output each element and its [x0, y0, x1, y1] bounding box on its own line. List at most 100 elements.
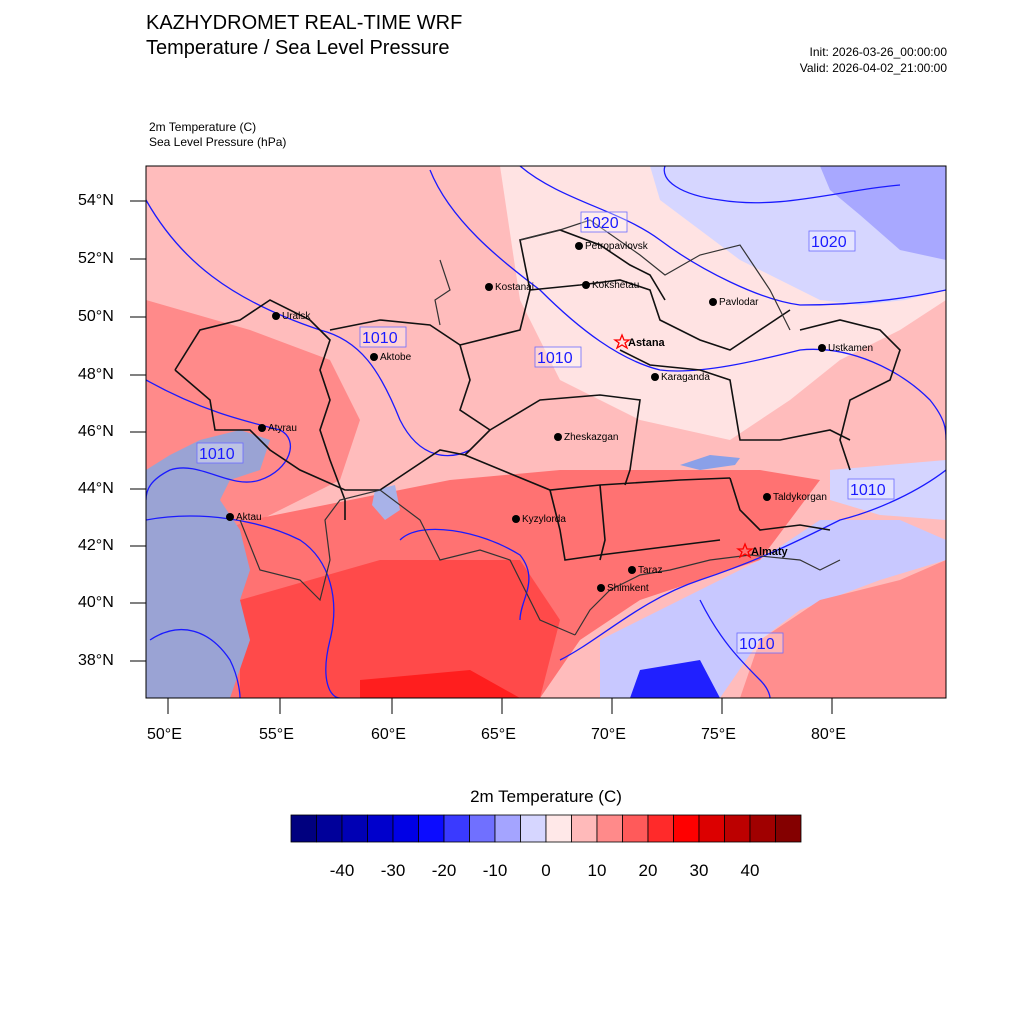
- city-karaganda[interactable]: Karaganda: [651, 372, 710, 383]
- colorbar-swatch: [520, 814, 547, 843]
- lon-label: 60°E: [371, 726, 406, 743]
- colorbar-swatch: [418, 814, 445, 843]
- colorbar-swatch: [392, 814, 419, 843]
- lat-label: 52°N: [78, 250, 114, 267]
- colorbar-title: 2m Temperature (C): [470, 787, 622, 806]
- colorbar-swatch: [622, 814, 649, 843]
- lon-label: 75°E: [701, 726, 736, 743]
- city-ustkamen[interactable]: Ustkamen: [818, 343, 873, 354]
- colorbar-swatch: [673, 814, 700, 843]
- lat-label: 42°N: [78, 537, 114, 554]
- colorbar-swatch: [341, 814, 368, 843]
- lon-label: 50°E: [147, 726, 182, 743]
- svg-text:1020: 1020: [583, 215, 619, 232]
- page-subtitle: Temperature / Sea Level Pressure: [146, 37, 450, 59]
- city-zheskazgan[interactable]: Zheskazgan: [554, 432, 618, 443]
- city-kostanai[interactable]: Kostanai: [485, 282, 534, 293]
- city-astana[interactable]: Astana: [613, 333, 666, 350]
- colorbar-swatch: [647, 814, 674, 843]
- lat-ticks: [130, 200, 146, 662]
- colorbar-swatch: [443, 814, 470, 843]
- isobar-label: 1020: [808, 230, 856, 252]
- temperature-field-mountains: [600, 520, 946, 698]
- isobar-line: [146, 199, 471, 457]
- city-label: Astana: [628, 337, 666, 349]
- city-shimkent[interactable]: Shimkent: [597, 583, 649, 594]
- city-label: Kokshetau: [592, 280, 639, 291]
- capital-star-icon: [736, 542, 754, 559]
- page-title: KAZHYDROMET REAL-TIME WRF: [146, 12, 463, 34]
- border-line: [529, 279, 791, 351]
- colorbar-label: -20: [431, 861, 457, 880]
- isobar-label: 1010: [847, 478, 895, 500]
- city-label: Almaty: [751, 546, 789, 558]
- temperature-field-warm-se: [740, 560, 946, 698]
- isobar-line: [146, 515, 341, 698]
- city-label: Ustkamen: [828, 343, 873, 354]
- city-petropavlovsk[interactable]: Petropavlovsk: [575, 241, 649, 252]
- city-label: Atyrau: [268, 423, 297, 434]
- temperature-field-mountain-cold: [630, 660, 720, 698]
- isobar-labels: 1020 1020 1010 1010 1010 1010: [196, 211, 895, 654]
- border-line: [519, 219, 791, 331]
- city-label: Kostanai: [495, 282, 534, 293]
- colorbar-swatch: [545, 814, 572, 843]
- border-line: [619, 349, 851, 441]
- lon-label: 80°E: [811, 726, 846, 743]
- city-taldykorgan[interactable]: Taldykorgan: [763, 492, 827, 503]
- valid-time: Valid: 2026-04-02_21:00:00: [799, 61, 947, 75]
- capital-star-icon: [613, 333, 631, 350]
- lat-label: 44°N: [78, 480, 114, 497]
- colorbar-swatch: [698, 814, 725, 843]
- city-markers: Petropavlovsk Kostanai Kokshetau Pavloda…: [226, 241, 873, 594]
- lat-label: 50°N: [78, 308, 114, 325]
- city-aktau[interactable]: Aktau: [226, 512, 262, 523]
- temperature-field-east-mountains: [830, 460, 946, 520]
- city-aktobe[interactable]: Aktobe: [370, 352, 412, 363]
- border-line: [489, 394, 641, 486]
- isobar-line: [146, 379, 291, 501]
- lat-label: 40°N: [78, 594, 114, 611]
- colorbar-label: -10: [482, 861, 508, 880]
- svg-text:1010: 1010: [739, 636, 775, 653]
- lat-label: 46°N: [78, 423, 114, 440]
- colorbar-swatch: [596, 814, 623, 843]
- city-pavlodar[interactable]: Pavlodar: [709, 297, 759, 308]
- country-borders: [239, 219, 841, 636]
- colorbar-label: 10: [587, 861, 607, 880]
- city-kyzylorda[interactable]: Kyzylorda: [512, 514, 566, 525]
- svg-text:1010: 1010: [537, 350, 573, 367]
- city-almaty[interactable]: Almaty: [736, 542, 789, 559]
- city-atyrau[interactable]: Atyrau: [258, 423, 297, 434]
- caspian-sea: [146, 430, 270, 698]
- svg-text:1010: 1010: [199, 446, 235, 463]
- lat-label: 48°N: [78, 366, 114, 383]
- colorbar-swatch: [316, 814, 343, 843]
- colorbar-label: 30: [689, 861, 709, 880]
- svg-text:1010: 1010: [850, 482, 886, 499]
- colorbar-label: -40: [329, 861, 355, 880]
- colorbar-swatch: [775, 814, 802, 843]
- oblast-borders: [174, 229, 901, 561]
- city-label: Aktau: [236, 512, 262, 523]
- border-line: [599, 484, 606, 561]
- isobar-label: 1010: [736, 632, 784, 654]
- colorbar-label: 20: [638, 861, 658, 880]
- city-kokshetau[interactable]: Kokshetau: [582, 280, 639, 291]
- colorbar-label: 40: [740, 861, 760, 880]
- city-label: Pavlodar: [719, 297, 759, 308]
- map-area: Petropavlovsk Kostanai Kokshetau Pavloda…: [146, 166, 946, 698]
- colorbar-swatch: [494, 814, 521, 843]
- svg-text:1010: 1010: [362, 330, 398, 347]
- lon-label: 55°E: [259, 726, 294, 743]
- city-taraz[interactable]: Taraz: [628, 565, 662, 576]
- isobar-line: [519, 166, 946, 306]
- city-label: Taraz: [638, 565, 662, 576]
- colorbar-label: 0: [541, 861, 551, 880]
- colorbar-swatch: [724, 814, 751, 843]
- temperature-field-hottest: [360, 670, 520, 698]
- city-uralsk[interactable]: Uralsk: [272, 311, 311, 322]
- city-label: Taldykorgan: [773, 492, 827, 503]
- city-label: Aktobe: [380, 352, 412, 363]
